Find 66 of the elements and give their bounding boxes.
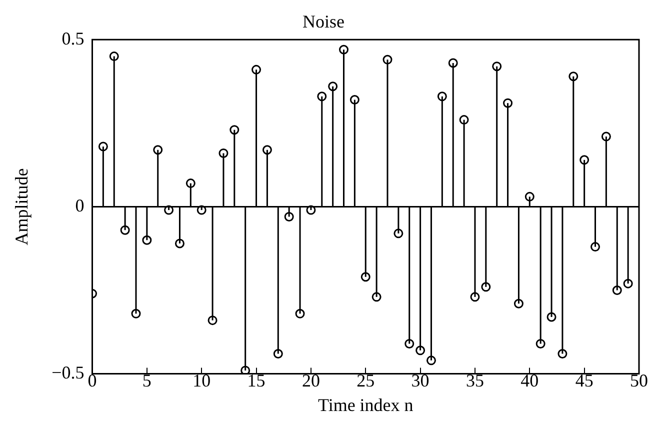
- x-tick-label: 45: [575, 370, 594, 390]
- point: [568, 72, 578, 82]
- point: [524, 192, 534, 202]
- point: [404, 338, 414, 348]
- x-tick-label: 30: [411, 370, 430, 390]
- x-tick-label: 0: [88, 370, 97, 390]
- point: [503, 98, 513, 108]
- x-axis-title: Time index n: [318, 394, 414, 415]
- point: [120, 225, 130, 235]
- point: [262, 145, 272, 155]
- point: [612, 286, 622, 295]
- point: [394, 228, 404, 238]
- point: [230, 125, 240, 135]
- point: [174, 238, 184, 248]
- y-tick-label: 0: [75, 195, 84, 216]
- point: [459, 115, 469, 125]
- point: [601, 132, 611, 142]
- point: [372, 292, 382, 302]
- x-tick-label: 50: [630, 370, 648, 390]
- point: [536, 338, 546, 348]
- point: [317, 92, 327, 102]
- point: [98, 142, 108, 152]
- x-tick-label: 35: [466, 370, 484, 390]
- point: [580, 155, 590, 165]
- x-tick-label: 10: [192, 370, 211, 390]
- point: [437, 92, 447, 102]
- x-tick-label: 40: [520, 370, 539, 390]
- point: [153, 145, 163, 155]
- point: [218, 148, 228, 158]
- point: [131, 308, 141, 318]
- point: [339, 44, 349, 54]
- point: [470, 292, 480, 302]
- x-tick-label: 15: [247, 370, 266, 390]
- point: [273, 349, 283, 358]
- point: [208, 316, 218, 326]
- point: [350, 95, 360, 105]
- point: [142, 235, 152, 245]
- y-tick-label: −0.5: [52, 362, 84, 383]
- point: [196, 205, 206, 215]
- point: [284, 212, 294, 222]
- y-axis-title: Amplitude: [12, 168, 32, 246]
- point: [426, 356, 436, 366]
- point: [416, 346, 426, 356]
- y-tick-label: 0.5: [62, 28, 84, 48]
- point: [240, 366, 250, 374]
- point: [481, 282, 491, 292]
- x-tick-label: 20: [302, 370, 320, 390]
- point: [514, 298, 524, 308]
- point: [164, 205, 174, 215]
- chart-title: Noise: [302, 12, 345, 32]
- point: [109, 52, 119, 62]
- x-tick-label: 5: [142, 370, 152, 390]
- point: [360, 272, 370, 282]
- point: [252, 64, 262, 74]
- point: [546, 312, 556, 322]
- point: [558, 349, 568, 358]
- point: [328, 82, 338, 92]
- point: [590, 242, 600, 252]
- point: [295, 308, 305, 318]
- point: [448, 58, 458, 68]
- point: [306, 205, 316, 215]
- point: [623, 278, 633, 288]
- point: [186, 178, 196, 188]
- point: [492, 62, 502, 72]
- x-tick-label: 25: [356, 370, 375, 390]
- point: [382, 54, 392, 64]
